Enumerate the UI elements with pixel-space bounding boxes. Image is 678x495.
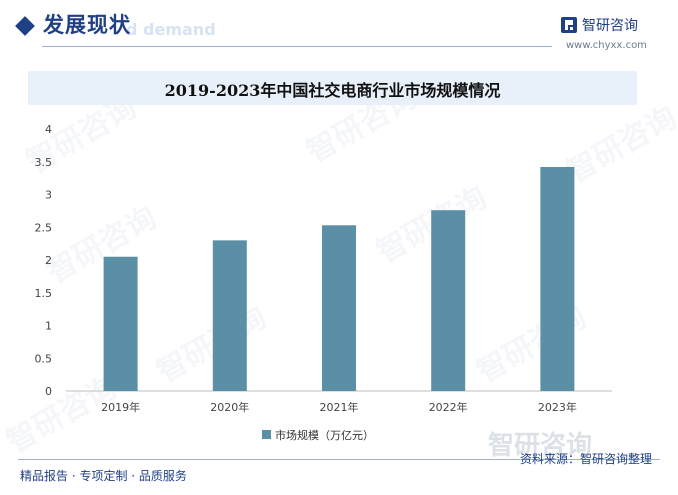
y-tick-label: 2.5	[35, 221, 53, 234]
y-tick-label: 3	[45, 189, 52, 202]
brand-url: www.chyxx.com	[566, 40, 647, 51]
y-tick-label: 2	[45, 254, 52, 267]
y-tick-label: 0	[45, 385, 52, 398]
page-header: d demand 发展现状 智研咨询 www.chyxx.com	[0, 0, 678, 62]
chart-title: 2019-2023年中国社交电商行业市场规模情况	[164, 81, 501, 100]
footer-tagline: 精品报告 · 专项定制 · 品质服务	[20, 469, 187, 483]
legend-swatch	[262, 430, 271, 439]
x-tick-label: 2021年	[320, 400, 359, 414]
x-tick-label: 2019年	[101, 400, 140, 414]
x-tick-label: 2023年	[538, 400, 577, 414]
brand-logo-icon	[561, 17, 577, 33]
x-tick-label: 2020年	[210, 400, 249, 414]
bar	[103, 256, 138, 391]
y-tick-label: 1.5	[35, 287, 53, 300]
chart-title-banner: 2019-2023年中国社交电商行业市场规模情况	[28, 71, 637, 105]
bar	[322, 225, 356, 391]
y-tick-label: 4	[45, 123, 52, 136]
bar	[212, 240, 247, 391]
y-tick-label: 0.5	[35, 352, 53, 365]
source-note: 资料来源：智研咨询整理	[520, 452, 653, 466]
x-tick-label: 2022年	[429, 400, 468, 414]
footer-divider	[18, 459, 660, 460]
bar	[540, 166, 575, 391]
header-divider	[42, 46, 552, 47]
footer-watermark: 智研咨询	[488, 431, 593, 461]
page-title: 发展现状	[43, 13, 131, 37]
y-tick-label: 1	[45, 320, 52, 333]
y-tick-label: 3.5	[35, 156, 53, 169]
header-ghost-text: d demand	[126, 20, 216, 39]
brand-name: 智研咨询	[582, 18, 638, 34]
legend-label: 市场规模（万亿元）	[275, 429, 374, 442]
bar	[431, 210, 466, 391]
